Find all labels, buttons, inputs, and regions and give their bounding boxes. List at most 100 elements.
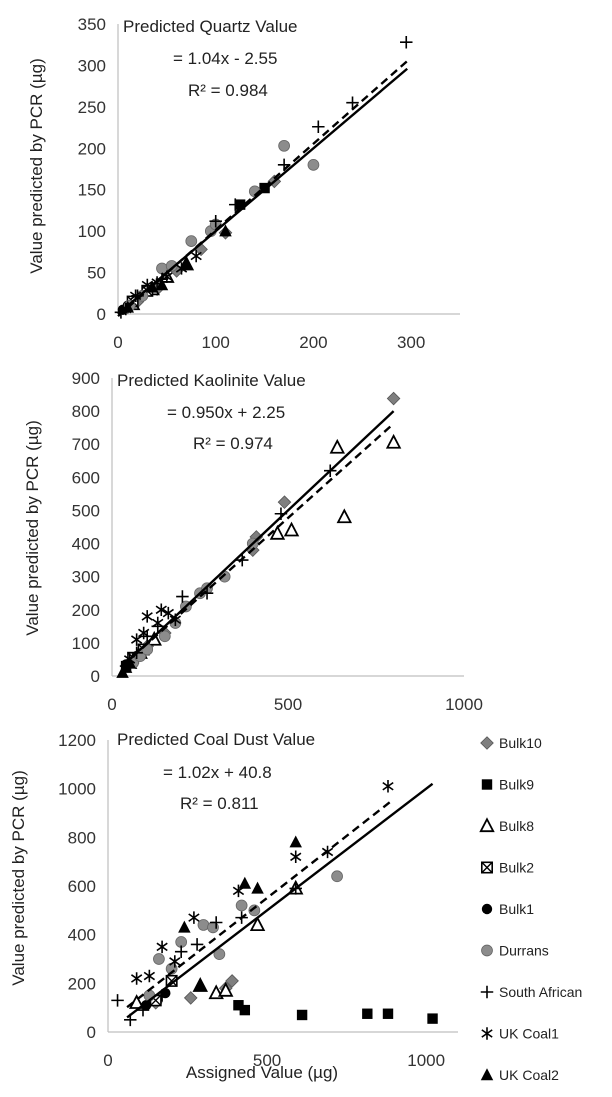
durrans-point xyxy=(278,139,290,152)
uk-coal1-point xyxy=(190,249,202,263)
y-tick-label: 600 xyxy=(72,468,100,487)
kaolinite-r-squared: R² = 0.974 xyxy=(193,434,273,453)
uk-coal1-point xyxy=(152,616,164,630)
uk-coal1-point xyxy=(143,969,156,983)
bulk8-point xyxy=(336,508,353,524)
kaolinite-trendlines xyxy=(121,410,395,667)
y-tick-label: 250 xyxy=(78,98,106,117)
y-tick-label: 300 xyxy=(72,568,100,587)
legend-item-bulk9: Bulk9 xyxy=(481,777,534,793)
y-tick-label: 200 xyxy=(72,601,100,620)
identity-line xyxy=(126,782,434,1019)
bulk8-point xyxy=(249,916,266,932)
legend-item-bulk8: Bulk8 xyxy=(479,817,534,834)
durrans-point xyxy=(185,235,198,247)
y-tick-label: 200 xyxy=(78,139,106,158)
uk-coal2-point xyxy=(219,224,232,237)
uk-coal1-point xyxy=(169,955,181,968)
x-tick-label: 0 xyxy=(103,1051,112,1070)
uk-coal1-point xyxy=(141,610,153,623)
legend-item-south-african: South African xyxy=(480,984,582,1000)
uk-coal1-point xyxy=(290,850,302,864)
regression-trendline xyxy=(121,422,395,667)
south-african-point xyxy=(176,590,189,603)
quartz-chart-panel: 0 50 100 150 200 250 300 350 0 100 200 300 Predicte… xyxy=(27,15,460,352)
durrans-point xyxy=(197,919,210,931)
legend-label: Bulk8 xyxy=(499,818,534,834)
y-tick-label: 400 xyxy=(68,926,96,945)
legend-label: Bulk2 xyxy=(499,860,534,876)
coal-dust-trendlines xyxy=(126,782,434,1019)
legend-item-bulk1: Bulk1 xyxy=(481,901,534,917)
bulk8-point xyxy=(128,994,145,1009)
bulk8-point xyxy=(269,524,286,540)
legend-label: Durrans xyxy=(499,943,549,959)
south-african-point xyxy=(400,35,413,49)
x-tick-label: 0 xyxy=(113,333,122,352)
bulk9-point xyxy=(259,182,270,194)
x-tick-label: 0 xyxy=(107,695,116,714)
quartz-axes: 0 50 100 150 200 250 300 350 0 100 200 300 xyxy=(78,15,460,352)
y-tick-label: 200 xyxy=(68,974,96,993)
y-tick-label: 350 xyxy=(78,15,106,34)
coal-dust-x-axis-label: Assigned Value (µg) xyxy=(186,1063,338,1082)
uk-coal1-point xyxy=(155,603,167,617)
bulk2-point xyxy=(165,974,178,987)
durrans-legend-marker xyxy=(481,944,493,957)
uk-coal1-legend-marker xyxy=(481,1027,493,1040)
south-african-point xyxy=(174,945,188,958)
kaolinite-axes: 0 100 200 300 400 500 600 700 800 900 0 500 1000 xyxy=(72,369,483,714)
legend-item-bulk10: Bulk10 xyxy=(480,735,542,751)
uk-coal2-point xyxy=(155,278,169,291)
durrans-point xyxy=(235,899,248,912)
uk-coal2-point xyxy=(178,920,191,933)
legend-label: South African xyxy=(499,984,582,1000)
bulk9-point xyxy=(427,1013,438,1024)
bulk10-point xyxy=(225,974,239,988)
legend-label: UK Coal1 xyxy=(499,1026,559,1042)
uk-coal1-point xyxy=(382,779,394,793)
coal-dust-data-points xyxy=(111,779,438,1027)
uk-coal1-point xyxy=(156,940,168,954)
uk-coal1-point xyxy=(162,606,174,620)
y-tick-label: 300 xyxy=(78,56,106,75)
uk-coal1-point xyxy=(130,972,143,985)
legend-label: Bulk9 xyxy=(499,777,534,793)
legend-label: Bulk1 xyxy=(499,901,534,917)
legend-label: UK Coal2 xyxy=(499,1067,559,1083)
x-tick-label: 300 xyxy=(397,333,425,352)
identity-line xyxy=(121,410,395,667)
y-tick-label: 800 xyxy=(68,828,96,847)
y-tick-label: 50 xyxy=(87,264,106,283)
regression-trendline xyxy=(126,800,392,1009)
coal-dust-r-squared: R² = 0.811 xyxy=(180,794,259,813)
uk-coal2-point xyxy=(180,257,193,270)
y-tick-label: 800 xyxy=(72,402,100,421)
uk-coal2-point xyxy=(123,655,136,668)
south-african-point xyxy=(229,198,242,211)
coal-dust-equation: = 1.02x + 40.8 xyxy=(163,763,272,782)
coal-dust-axes: 0 200 400 600 800 1000 1200 0 500 1000 xyxy=(58,731,458,1070)
south-african-point xyxy=(312,120,325,133)
coal-dust-y-axis-label: Value predicted by PCR (µg) xyxy=(9,770,28,985)
legend-item-bulk2: Bulk2 xyxy=(480,860,534,876)
legend-item-durrans: Durrans xyxy=(481,943,549,959)
quartz-chart-title: Predicted Quartz Value xyxy=(123,17,298,36)
y-tick-label: 500 xyxy=(72,501,100,520)
bulk9-point xyxy=(362,1008,373,1019)
south-african-legend-marker xyxy=(480,985,494,999)
south-african-point xyxy=(111,994,124,1007)
bulk9-point xyxy=(239,1004,251,1016)
durrans-point xyxy=(158,630,171,643)
bulk10-point xyxy=(386,391,401,406)
y-tick-label: 900 xyxy=(72,369,100,388)
quartz-r-squared: R² = 0.984 xyxy=(188,81,268,100)
coal-dust-chart-title: Predicted Coal Dust Value xyxy=(117,730,315,749)
y-tick-label: 400 xyxy=(72,535,100,554)
x-tick-label: 1000 xyxy=(445,695,483,714)
y-tick-label: 100 xyxy=(78,222,106,241)
y-tick-label: 1200 xyxy=(58,731,96,750)
kaolinite-chart-panel: 0 100 200 300 400 500 600 700 800 900 0 500 1000 Pre… xyxy=(23,369,483,714)
bulk10-legend-marker xyxy=(480,736,494,750)
